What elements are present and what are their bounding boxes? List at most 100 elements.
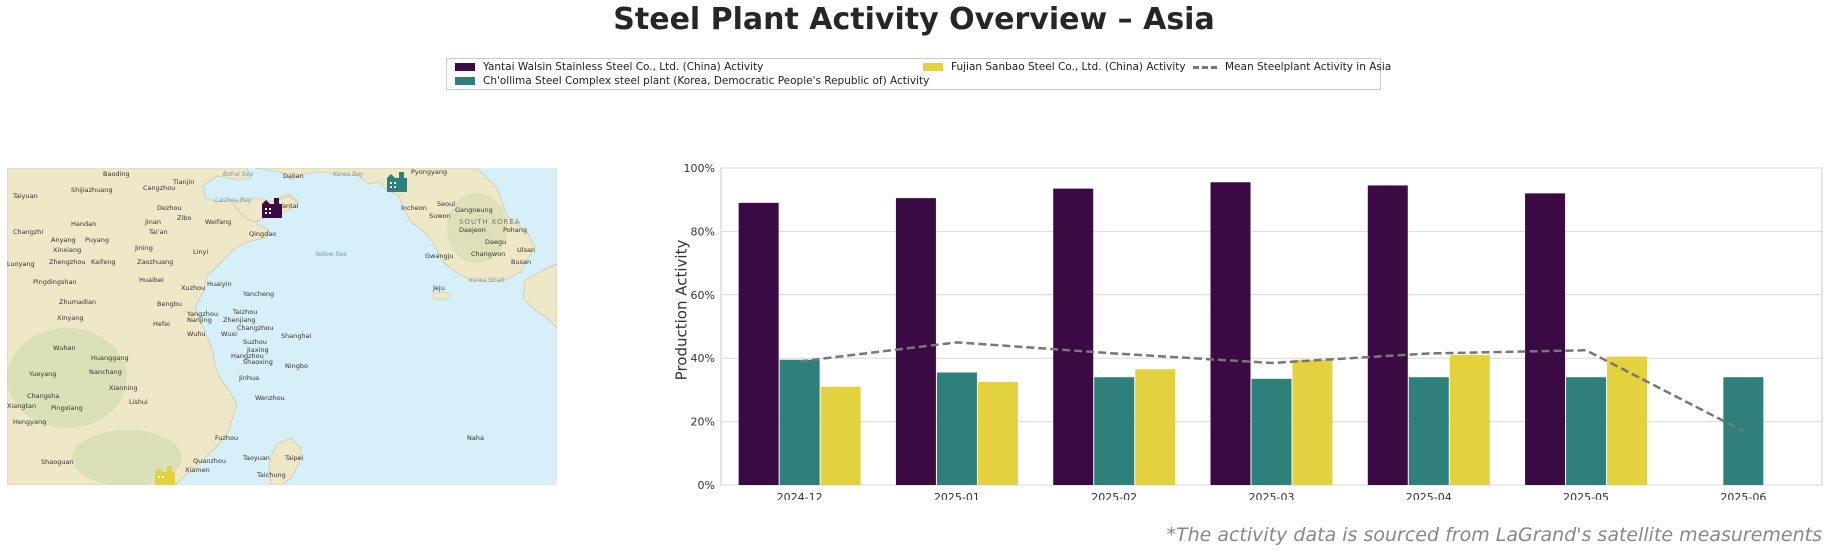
city-label: Zhumadian	[59, 298, 96, 306]
mean-line	[799, 341, 1744, 433]
city-label: Quanzhou	[193, 457, 226, 465]
map-hills	[7, 328, 127, 428]
city-label: Zibo	[177, 214, 191, 222]
city-label: Suwon	[429, 212, 451, 220]
city-label: Zhenjiang	[223, 316, 256, 324]
legend-item-fujian: Fujian Sanbao Steel Co., Ltd. (China) Ac…	[923, 61, 1186, 73]
bar	[1210, 182, 1251, 485]
city-label: Daegu	[485, 238, 506, 246]
city-label: Busan	[511, 258, 531, 266]
city-label: Bengbu	[157, 300, 182, 308]
city-label: Gangneung	[455, 206, 493, 214]
legend-label-fujian: Fujian Sanbao Steel Co., Ltd. (China) Ac…	[951, 61, 1186, 73]
bar	[1135, 369, 1176, 485]
city-label: Hengyang	[13, 418, 46, 426]
city-label: Changzhi	[13, 228, 43, 236]
city-label: Ulsan	[517, 246, 535, 254]
legend-swatch-yantai	[455, 63, 475, 71]
city-label: Pingdingshan	[33, 278, 77, 286]
city-label: Qingdao	[249, 230, 276, 238]
city-label: Ningbo	[285, 362, 308, 370]
city-label: Suzhou	[243, 338, 267, 346]
city-label: Yancheng	[242, 290, 274, 298]
x-tick-label: 2025-04	[1406, 491, 1452, 500]
city-label: Handan	[71, 220, 96, 228]
city-label: Jeju	[432, 284, 445, 292]
city-label: Wuhu	[187, 330, 206, 338]
city-label: Jinan	[144, 218, 161, 226]
city-label: Wuhan	[53, 344, 76, 352]
city-label: Shaoxing	[243, 358, 273, 366]
x-tick-label: 2025-06	[1720, 491, 1766, 500]
bar	[1251, 378, 1292, 485]
sea-label: Yellow Sea	[315, 251, 347, 258]
city-label: Changwon	[471, 250, 505, 258]
bar	[1053, 188, 1094, 486]
bar	[1607, 356, 1648, 485]
map-hills-korea	[447, 193, 507, 263]
city-label: Changzhou	[237, 324, 274, 332]
city-label: Changsha	[27, 392, 59, 400]
bar	[936, 372, 977, 485]
y-tick-label: 100%	[684, 162, 715, 175]
city-label: Pohang	[503, 226, 527, 234]
y-tick-label: 60%	[691, 289, 715, 302]
legend-label-mean: Mean Steelplant Activity in Asia	[1225, 61, 1392, 73]
city-label: Yangzhou	[186, 310, 218, 318]
city-label: Xinxiang	[53, 246, 81, 254]
city-label: Xiangtan	[7, 402, 36, 410]
city-label: Taichung	[256, 471, 286, 479]
city-label: Naha	[467, 434, 484, 442]
city-label: Jinhua	[238, 374, 259, 382]
legend-item-yantai: Yantai Walsin Stainless Steel Co., Ltd. …	[455, 61, 763, 73]
bar	[738, 202, 779, 485]
x-tick-label: 2025-01	[934, 491, 980, 500]
city-label: Lishui	[129, 398, 148, 406]
city-label: Zhengzhou	[49, 258, 85, 266]
bar	[895, 198, 936, 486]
city-label: Seoul	[437, 200, 455, 208]
city-label: Xiamen	[185, 466, 210, 474]
city-label: Xuzhou	[181, 284, 205, 292]
city-label: Fuzhou	[215, 434, 238, 442]
city-label: Pyongyang	[411, 168, 447, 176]
bar	[1408, 377, 1449, 485]
map-canvas: Baoding Tianjin Shijiazhuang Cangzhou Ta…	[7, 168, 557, 485]
bar-chart: 0% 20% 40% 60% 80% 100% 2024-12 2025-01 2025-02 2…	[673, 162, 1823, 504]
country-label: SOUTH KOREA	[459, 218, 521, 226]
city-label: Taizhou	[232, 308, 257, 316]
legend-item-mean: Mean Steelplant Activity in Asia	[1193, 61, 1391, 73]
y-tick-label: 80%	[691, 225, 715, 238]
city-label: Yueyang	[28, 370, 56, 378]
page-title: Steel Plant Activity Overview – Asia	[613, 2, 1215, 37]
bar	[1449, 355, 1490, 485]
bar	[977, 381, 1018, 485]
city-label: Huaibei	[139, 276, 164, 284]
x-tick-label: 2025-05	[1563, 491, 1609, 500]
city-label: Gwangju	[425, 252, 454, 260]
factory-icon[interactable]	[262, 198, 282, 218]
city-label: Kaifeng	[91, 258, 115, 266]
x-tick-label: 2025-02	[1091, 491, 1137, 500]
bar	[779, 359, 820, 485]
legend: Yantai Walsin Stainless Steel Co., Ltd. …	[446, 58, 1391, 90]
city-label: Daejeon	[459, 226, 486, 234]
bar	[1525, 193, 1566, 486]
factory-icon[interactable]	[387, 172, 407, 192]
bar	[820, 386, 861, 485]
legend-swatch-mean	[1193, 65, 1217, 69]
city-label: Wuxi	[221, 330, 237, 338]
y-tick-label: 20%	[691, 416, 715, 429]
city-label: Taipei	[284, 454, 304, 462]
legend-swatch-fujian	[923, 63, 943, 71]
factory-icon[interactable]	[155, 466, 175, 485]
chart: 0% 20% 40% 60% 80% 100% 2024-12 2025-01 2025-02 2…	[660, 160, 1828, 504]
sea-label: Bohai Sea	[223, 171, 253, 178]
x-tick-label: 2025-03	[1249, 491, 1295, 500]
bar	[1367, 185, 1408, 485]
y-tick-label: 40%	[691, 352, 715, 365]
map-land-japan	[522, 263, 557, 329]
city-label: Xinyang	[57, 314, 83, 322]
city-label: Hefei	[153, 320, 170, 328]
city-label: Luoyang	[7, 260, 35, 268]
